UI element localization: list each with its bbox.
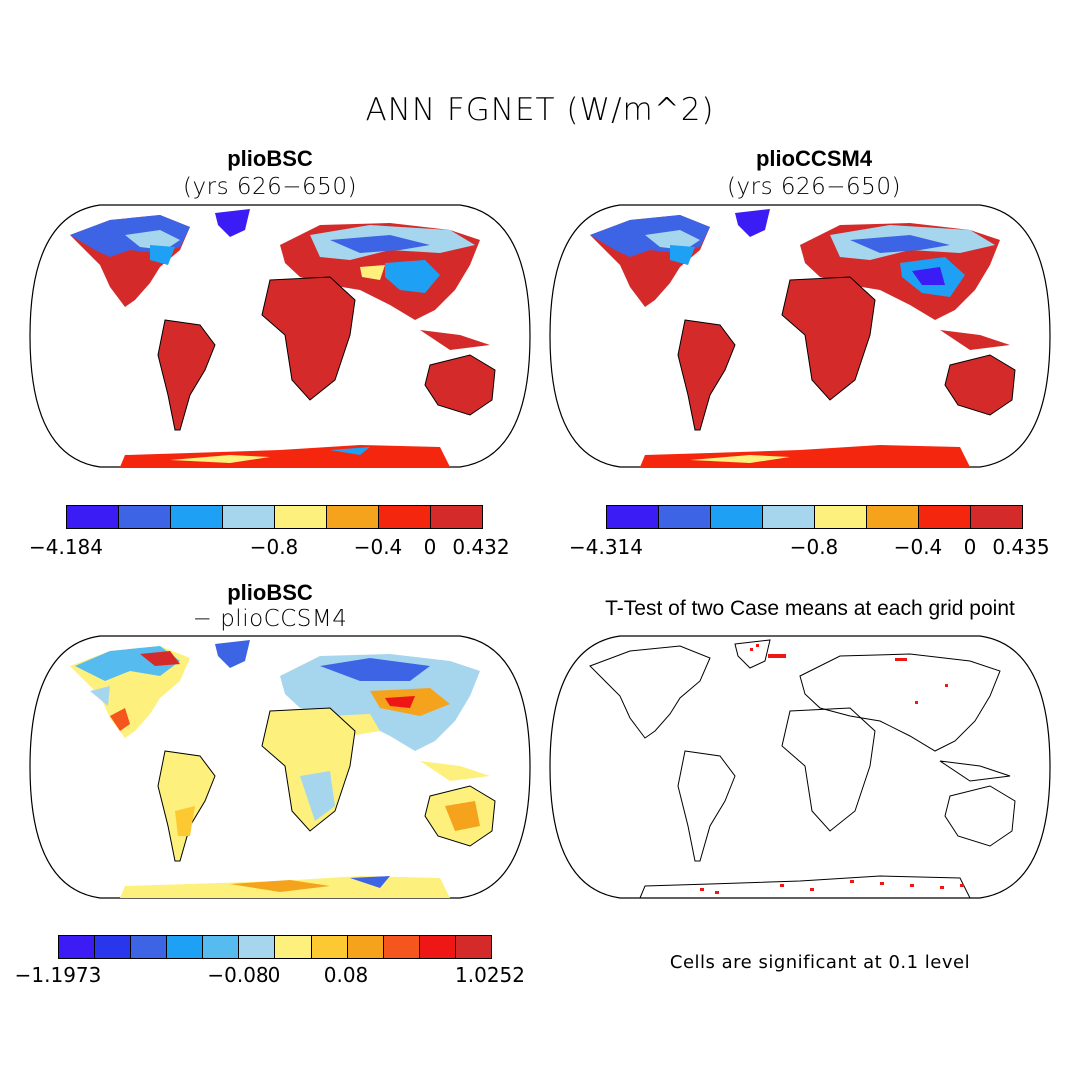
colorbar-swatch xyxy=(711,506,763,528)
colorbar-swatch xyxy=(239,936,276,958)
colorbar-swatch xyxy=(223,506,275,528)
colorbar-swatch xyxy=(659,506,711,528)
colorbar-swatch xyxy=(311,936,348,958)
colorbar-tick-label: −4.314 xyxy=(568,535,644,559)
colorbar-swatch xyxy=(59,936,96,958)
panel-c-colorbar xyxy=(58,935,492,959)
panel-a-colorbar xyxy=(66,505,483,529)
colorbar-tick-label: 0 xyxy=(423,535,437,559)
panel-b-title: plioCCSM4 xyxy=(755,146,873,171)
panel-b-map xyxy=(549,204,1051,468)
panel-d-map xyxy=(549,635,1051,899)
colorbar-swatch xyxy=(347,936,384,958)
panel-c-map xyxy=(29,635,531,899)
colorbar-tick-label: −0.4 xyxy=(353,535,403,559)
colorbar-tick-label: −1.1973 xyxy=(14,963,102,987)
figure-title: ANN FGNET (W/m^2) xyxy=(365,92,715,128)
colorbar-swatch xyxy=(607,506,659,528)
colorbar-swatch xyxy=(455,936,491,958)
colorbar-swatch xyxy=(275,506,327,528)
panel-c-title: plioBSC xyxy=(227,580,313,605)
colorbar-tick-label: 0 xyxy=(267,963,281,987)
colorbar-swatch xyxy=(167,936,204,958)
colorbar-swatch xyxy=(971,506,1022,528)
colorbar-swatch xyxy=(379,506,431,528)
colorbar-tick-label: −4.184 xyxy=(28,535,104,559)
colorbar-swatch xyxy=(867,506,919,528)
colorbar-tick-label: −0.4 xyxy=(893,535,943,559)
colorbar-swatch xyxy=(67,506,119,528)
panel-a-title: plioBSC xyxy=(227,146,313,171)
colorbar-tick-label: −0.8 xyxy=(249,535,299,559)
colorbar-swatch xyxy=(815,506,867,528)
panel-b-colorbar xyxy=(606,505,1023,529)
panel-d-title: T-Test of two Case means at each grid po… xyxy=(605,597,1015,620)
colorbar-swatch xyxy=(431,506,482,528)
colorbar-swatch xyxy=(171,506,223,528)
colorbar-swatch xyxy=(763,506,815,528)
colorbar-swatch xyxy=(119,506,171,528)
colorbar-tick-label: 1.0252 xyxy=(455,963,525,987)
panel-c-subtitle: − plioCCSM4 xyxy=(192,606,348,632)
panel-b-subtitle: (yrs 626−650) xyxy=(727,174,901,200)
colorbar-swatch xyxy=(95,936,132,958)
significance-note: Cells are significant at 0.1 level xyxy=(669,952,971,973)
colorbar-tick-label: 0.432 xyxy=(452,535,510,559)
panel-a-subtitle: (yrs 626−650) xyxy=(183,174,357,200)
colorbar-swatch xyxy=(919,506,971,528)
colorbar-swatch xyxy=(275,936,312,958)
colorbar-swatch xyxy=(383,936,420,958)
colorbar-swatch xyxy=(131,936,168,958)
colorbar-tick-label: −0.08 xyxy=(207,963,269,987)
panel-a-colorbar-labels: −4.184 −0.8 −0.4 0 0.432 xyxy=(29,535,510,559)
colorbar-swatch xyxy=(419,936,456,958)
colorbar-tick-label: 0.435 xyxy=(992,535,1050,559)
colorbar-tick-label: 0 xyxy=(963,535,977,559)
colorbar-swatch xyxy=(203,936,240,958)
panel-b-colorbar-labels: −4.314 −0.8 −0.4 0 0.435 xyxy=(569,535,1050,559)
colorbar-tick-label: −0.8 xyxy=(789,535,839,559)
colorbar-swatch xyxy=(327,506,379,528)
colorbar-tick-label: 0.08 xyxy=(323,963,369,987)
panel-c-colorbar-labels: −1.1973 −0.08 0 0.08 1.0252 xyxy=(15,963,525,987)
panel-a-map xyxy=(29,204,531,468)
